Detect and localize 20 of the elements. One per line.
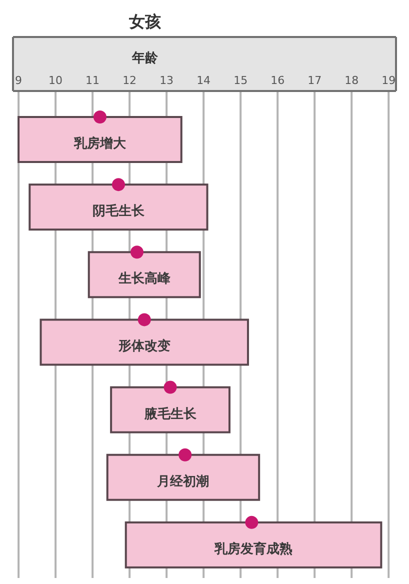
category-label: 乳房增大 bbox=[74, 136, 126, 152]
category-label: 腋毛生长 bbox=[144, 406, 196, 422]
category-label: 阴毛生长 bbox=[92, 204, 144, 220]
xtick-label: 15 bbox=[234, 74, 248, 87]
xtick-label: 14 bbox=[196, 74, 211, 87]
xtick-label: 18 bbox=[344, 74, 359, 87]
xtick-label: 17 bbox=[308, 74, 322, 87]
xtick-label: 13 bbox=[160, 74, 174, 87]
xtick-label: 19 bbox=[382, 74, 396, 87]
xtick-label: 16 bbox=[270, 74, 285, 87]
title: 女孩 bbox=[129, 12, 161, 31]
xtick-label: 10 bbox=[48, 74, 63, 87]
category-label: 乳房发育成熟 bbox=[214, 542, 293, 557]
xtick-label: 12 bbox=[122, 74, 137, 87]
category-label: 生长高峰 bbox=[118, 272, 170, 287]
category-label: 月经初潮 bbox=[157, 474, 210, 490]
xtick-label: 11 bbox=[86, 74, 100, 87]
category-label: 形体改变 bbox=[118, 339, 170, 354]
xlabel: 年龄 bbox=[132, 51, 158, 66]
xtick-label: 9 bbox=[15, 74, 22, 87]
